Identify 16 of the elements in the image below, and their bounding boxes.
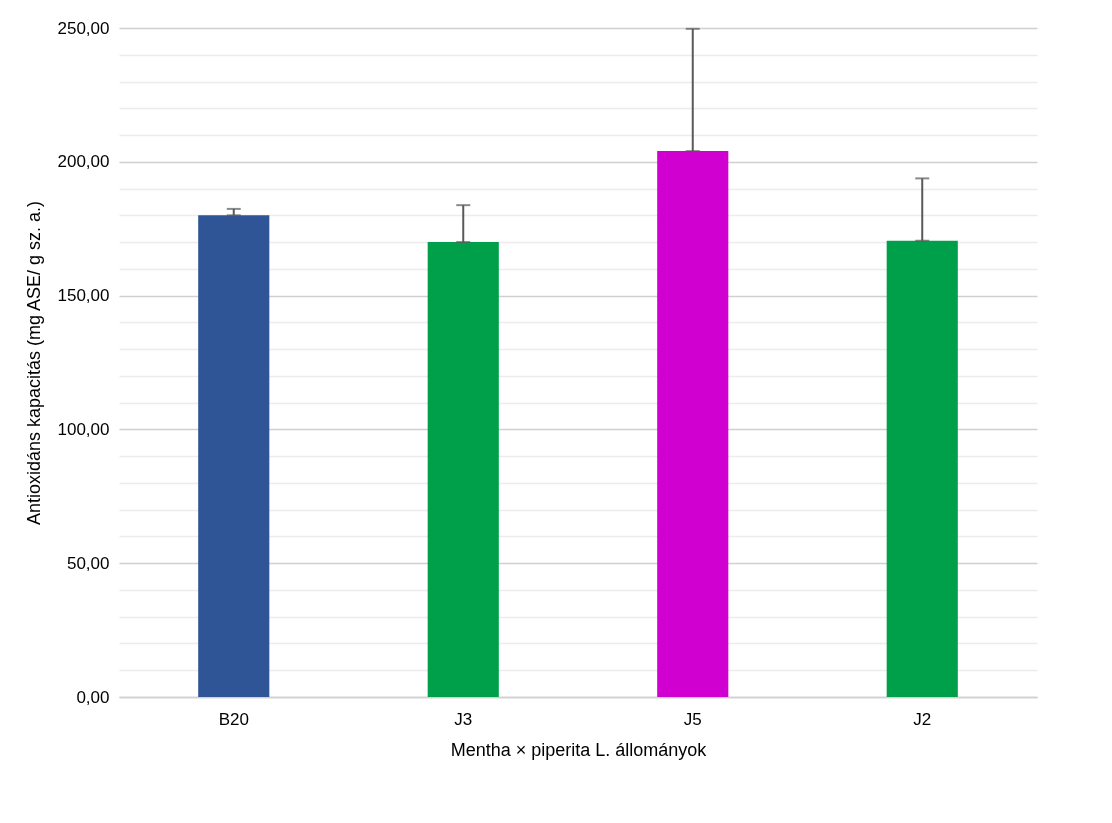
y-axis-title: Antioxidáns kapacitás (mg ASE/ g sz. a.) — [23, 200, 44, 526]
bar — [427, 242, 499, 697]
bar — [198, 215, 270, 697]
y-tick-label: 100,00 — [57, 419, 110, 439]
x-tick-label: B20 — [218, 709, 249, 729]
x-axis-title: Mentha × piperita L. állományok — [450, 739, 708, 760]
bar — [886, 240, 958, 697]
x-tick-label: J3 — [454, 709, 473, 729]
y-tick-label: 50,00 — [66, 553, 110, 573]
y-tick-label: 0,00 — [76, 687, 110, 707]
y-tick-label: 250,00 — [57, 18, 110, 38]
y-tick-label: 200,00 — [57, 152, 110, 172]
y-tick-label: 150,00 — [57, 286, 110, 306]
bar — [657, 151, 729, 697]
x-tick-label: J2 — [913, 709, 932, 729]
x-tick-label: J5 — [683, 709, 702, 729]
